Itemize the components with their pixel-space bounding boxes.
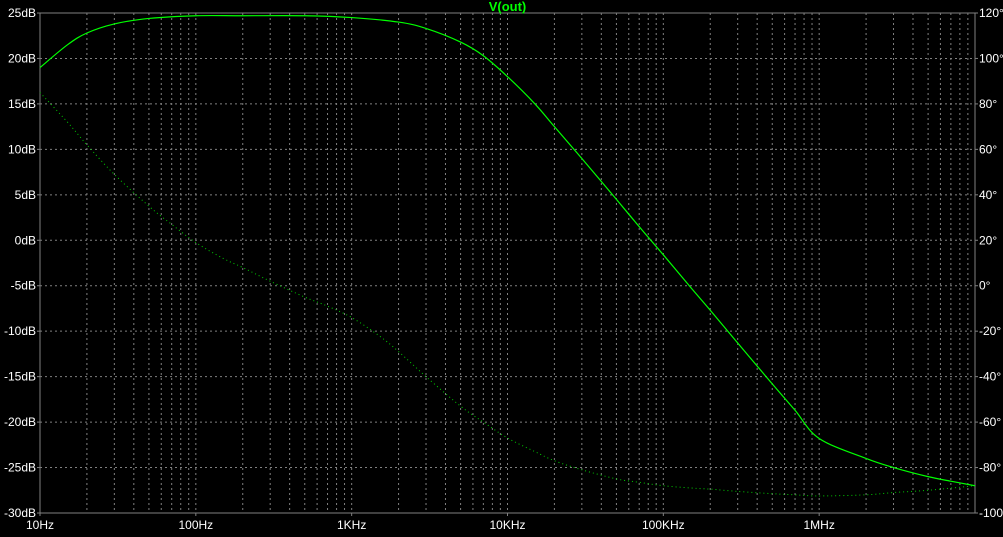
y-left-label: -20dB	[4, 415, 36, 429]
y-left-label: 5dB	[15, 188, 36, 202]
x-label: 100Hz	[178, 518, 213, 532]
y-right-label: -60°	[979, 415, 1001, 429]
y-right-label: 20°	[979, 233, 997, 247]
x-label: 1KHz	[337, 518, 366, 532]
y-left-label: 0dB	[15, 233, 36, 247]
y-right-label: -100°	[979, 506, 1003, 520]
y-right-label: -80°	[979, 461, 1001, 475]
y-left-label: 15dB	[8, 97, 36, 111]
chart-canvas: 25dB 20dB 15dB 10dB 5dB 0dB -5dB -10dB -15dB -20d…	[0, 0, 1003, 537]
y-right-label: -20°	[979, 324, 1001, 338]
y-right-label: 40°	[979, 188, 997, 202]
x-label: 1MHz	[803, 518, 834, 532]
y-left-label: 10dB	[8, 142, 36, 156]
y-left-label: -25dB	[4, 461, 36, 475]
y-left-label: -5dB	[11, 279, 36, 293]
y-right-label: 80°	[979, 97, 997, 111]
chart-background	[0, 0, 1003, 537]
x-label: 10Hz	[26, 518, 54, 532]
y-right-label: 120°	[979, 6, 1003, 20]
y-right-label: 100°	[979, 51, 1003, 65]
bode-plot: 25dB 20dB 15dB 10dB 5dB 0dB -5dB -10dB -15dB -20d…	[0, 0, 1003, 537]
y-left-label: -15dB	[4, 370, 36, 384]
chart-title: V(out)	[489, 0, 527, 14]
y-right-label: 60°	[979, 142, 997, 156]
x-label: 100KHz	[642, 518, 685, 532]
y-right-label: -40°	[979, 370, 1001, 384]
y-left-label: 25dB	[8, 6, 36, 20]
x-label: 10KHz	[489, 518, 525, 532]
y-right-label: 0°	[979, 279, 991, 293]
y-left-label: -10dB	[4, 324, 36, 338]
y-left-label: 20dB	[8, 51, 36, 65]
